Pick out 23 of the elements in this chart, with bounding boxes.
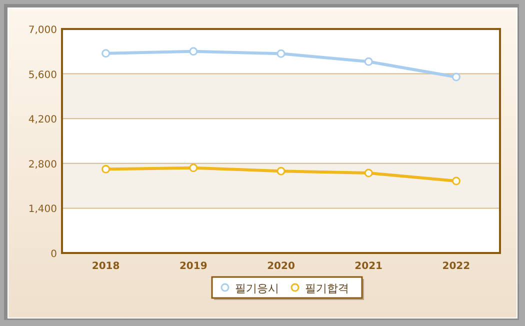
point xyxy=(189,164,198,172)
y-tick-label: 5,600 xyxy=(28,70,57,81)
x-tick-label: 2021 xyxy=(354,261,383,272)
x-tick-label: 2019 xyxy=(179,261,208,272)
y-tick-label: 4,200 xyxy=(28,114,57,126)
y-tick-label: 2,800 xyxy=(28,159,57,170)
point xyxy=(364,168,373,178)
legend-label: 필기합격 xyxy=(305,282,349,295)
point xyxy=(452,176,460,186)
x-tick-label: 2022 xyxy=(442,261,470,272)
point xyxy=(102,164,110,174)
x-tick-label: 2018 xyxy=(92,261,120,272)
y-tick-label: 7,000 xyxy=(28,25,57,36)
point xyxy=(452,72,460,82)
y-tick-label: 0 xyxy=(50,249,57,260)
point xyxy=(102,49,110,58)
legend-label: 필기응시 xyxy=(235,282,279,295)
point xyxy=(189,47,198,56)
x-tick-label: 2020 xyxy=(267,261,295,272)
point xyxy=(276,49,286,58)
point xyxy=(276,166,286,176)
point xyxy=(364,57,373,66)
y-tick-label: 1,400 xyxy=(28,204,57,216)
